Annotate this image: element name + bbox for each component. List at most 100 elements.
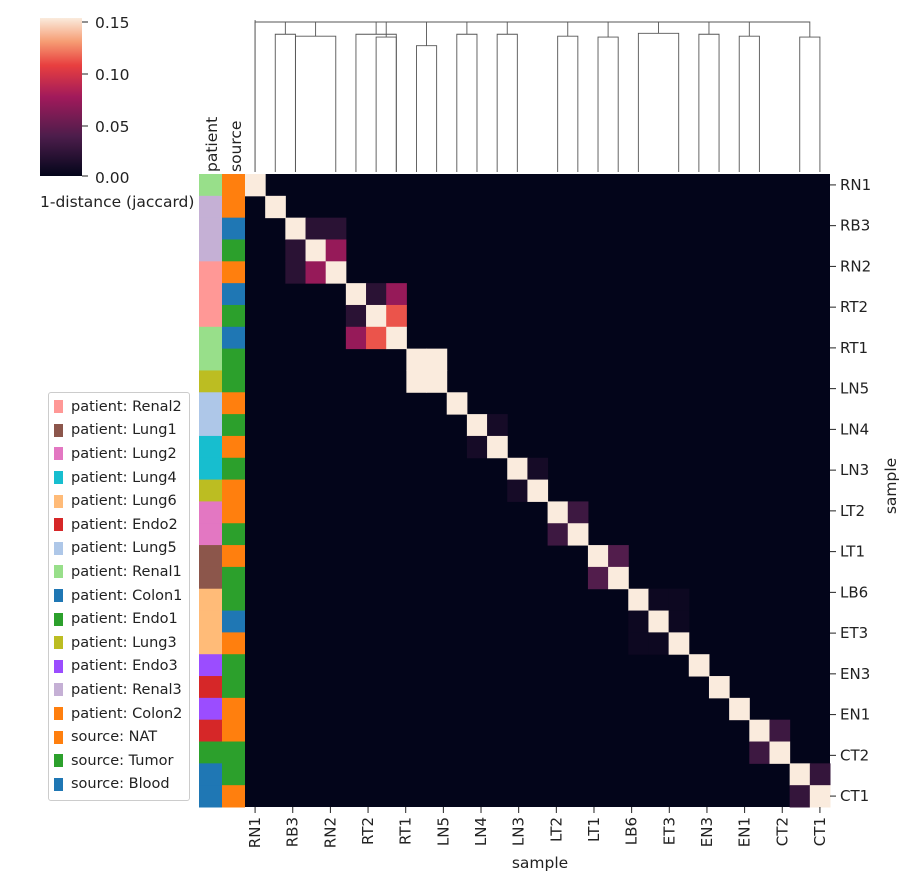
patient-color-cell	[199, 283, 222, 306]
x-tick-label: LN3	[510, 817, 528, 846]
heatmap-cell	[325, 239, 347, 262]
heatmap-cell	[386, 283, 407, 306]
legend-swatch	[54, 636, 63, 650]
heatmap-cell	[345, 304, 367, 328]
heatmap-cell	[587, 545, 609, 568]
colorbar-label: 1-distance (jaccard)	[40, 193, 194, 211]
heatmap-cell	[628, 588, 649, 612]
legend-item: source: NAT	[49, 725, 189, 749]
legend-label: patient: Lung6	[71, 493, 177, 510]
heatmap-cell	[527, 479, 549, 502]
source-color-cell	[222, 348, 245, 371]
patient-color-cell	[199, 785, 222, 808]
heatmap-cell	[325, 261, 347, 284]
source-color-cell	[222, 414, 245, 437]
source-color-cell	[222, 741, 245, 764]
source-color-cell	[222, 326, 245, 350]
patient-color-cell	[199, 523, 222, 546]
patient-header: patient	[203, 117, 221, 172]
heatmap-cell	[527, 457, 549, 481]
legend-label: patient: Lung3	[71, 634, 177, 651]
patient-color-cell	[199, 217, 222, 240]
legend-label: patient: Renal2	[71, 398, 182, 415]
dendrogram-link	[738, 35, 760, 172]
y-tick-label: EN3	[840, 665, 870, 683]
source-color-cell	[222, 501, 245, 524]
legend-item: patient: Lung3	[49, 631, 189, 655]
legend-item: patient: Endo3	[49, 655, 189, 679]
colorbar-tick-label: 0.05	[95, 118, 130, 136]
colorbar-tick-label: 0.15	[95, 14, 130, 32]
y-tick-label: LB6	[840, 583, 868, 601]
heatmap-cell	[466, 435, 488, 459]
legend-swatch	[54, 754, 63, 768]
heatmap-cell	[809, 785, 831, 808]
x-tick-label: LT1	[585, 817, 603, 842]
y-tick-label: RN1	[840, 176, 871, 194]
y-tick-label: RB3	[840, 217, 870, 235]
heatmap-cells	[245, 174, 831, 808]
legend-item: patient: Renal2	[49, 395, 189, 419]
y-tick-label: CT1	[840, 787, 869, 805]
dendrogram-link	[698, 33, 720, 172]
heatmap-cell	[265, 195, 286, 219]
legend-label: source: Blood	[71, 776, 170, 793]
source-color-cell	[222, 195, 245, 219]
heatmap-cell	[406, 348, 428, 371]
x-tick-label: RN2	[321, 817, 339, 848]
patient-color-cell	[199, 414, 222, 437]
x-tick-label: LT2	[547, 817, 565, 842]
heatmap-cell	[567, 523, 589, 546]
legend-swatch	[54, 730, 63, 744]
source-color-cell	[222, 370, 245, 393]
legend-label: source: Tumor	[71, 752, 174, 769]
dendrogram-link	[637, 32, 680, 172]
legend-swatch	[54, 659, 63, 673]
legend-item: patient: Endo2	[49, 513, 189, 537]
heatmap-cell	[668, 610, 690, 633]
patient-color-cell	[199, 479, 222, 502]
heatmap-cell	[708, 676, 730, 699]
legend: patient: Renal2 patient: Lung1 patient: Lu…	[48, 392, 190, 802]
legend-swatch	[54, 707, 63, 721]
y-tick-label: RT2	[840, 298, 868, 316]
patient-color-cell	[199, 239, 222, 262]
x-tick-label: RB3	[284, 817, 302, 847]
heatmap-cell	[507, 479, 528, 502]
legend-swatch	[54, 518, 63, 532]
x-tick-label: CT2	[773, 817, 791, 846]
heatmap-cell	[345, 326, 367, 350]
y-tick-label: LN3	[840, 461, 869, 479]
x-tick-label: ET3	[660, 817, 678, 845]
heatmap-cell	[487, 435, 508, 459]
legend-label: patient: Lung5	[71, 540, 177, 557]
legend-swatch	[54, 683, 63, 697]
heatmap-cell	[345, 283, 367, 306]
legend-swatch	[54, 423, 63, 437]
legend-swatch	[54, 589, 63, 603]
heatmap-cell	[366, 304, 387, 328]
dendrogram-link	[456, 33, 478, 172]
patient-color-cell	[199, 392, 222, 415]
patient-color-cell	[199, 763, 222, 786]
heatmap-cell	[688, 654, 710, 677]
heatmap-cell	[789, 785, 811, 808]
patient-color-cell	[199, 195, 222, 219]
legend-swatch	[54, 447, 63, 461]
source-color-cell	[222, 654, 245, 677]
source-color-cell	[222, 239, 245, 262]
legend-item: patient: Renal3	[49, 678, 189, 702]
legend-item: patient: Lung6	[49, 489, 189, 513]
heatmap-cell	[366, 326, 387, 350]
source-color-cell	[222, 632, 245, 655]
heatmap-cell	[628, 610, 649, 633]
dendrogram-link	[416, 45, 438, 172]
heatmap-cell	[567, 501, 589, 524]
heatmap-cell	[769, 719, 791, 743]
heatmap-cell	[245, 174, 266, 197]
source-color-cell	[222, 261, 245, 284]
legend-label: patient: Lung2	[71, 445, 177, 462]
legend-item: patient: Lung1	[49, 419, 189, 443]
heatmap-cell	[446, 392, 468, 415]
dendrogram-link	[557, 35, 579, 172]
